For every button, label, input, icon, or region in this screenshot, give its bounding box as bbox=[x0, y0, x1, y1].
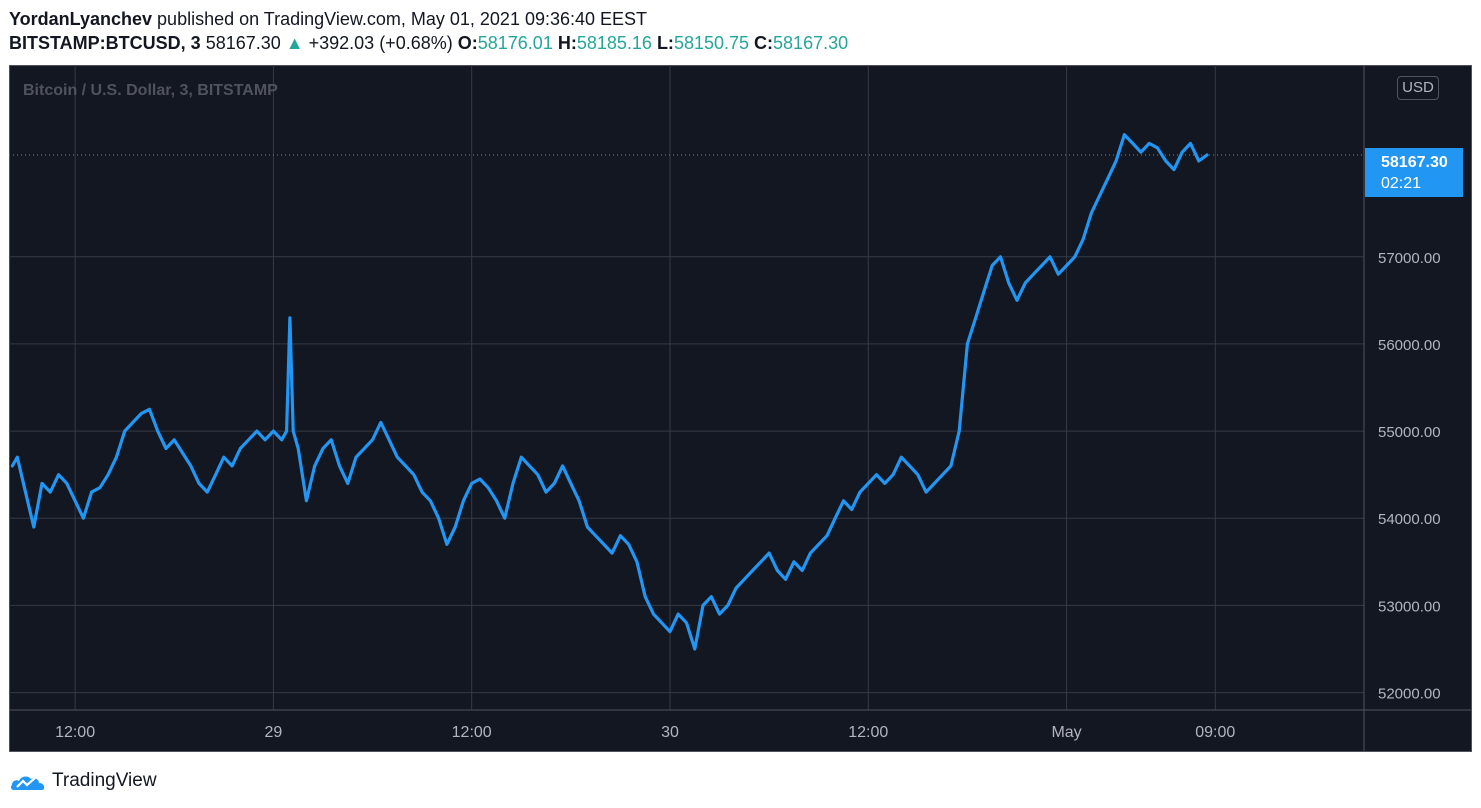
price-tag-value: 58167.30 bbox=[1381, 154, 1448, 171]
low-value: 58150.75 bbox=[673, 33, 750, 53]
publish-header: YordanLyanchev published on TradingView.… bbox=[9, 7, 647, 31]
price-chart[interactable]: Bitcoin / U.S. Dollar, 3, BITSTAMP 52000… bbox=[9, 65, 1472, 752]
y-tick-label: 54000.00 bbox=[1378, 511, 1441, 528]
close-label: C: bbox=[754, 33, 774, 53]
low-label: L: bbox=[656, 33, 674, 53]
x-tick-label: 12:00 bbox=[848, 724, 888, 741]
chart-panel[interactable] bbox=[9, 65, 1472, 752]
high-label: H: bbox=[557, 33, 577, 53]
y-tick-label: 53000.00 bbox=[1378, 598, 1441, 615]
footer-brand[interactable]: TradingView bbox=[52, 770, 157, 791]
grid-layer bbox=[9, 65, 1364, 710]
x-tick-label: 29 bbox=[264, 724, 282, 741]
chart-title: Bitcoin / U.S. Dollar, 3, BITSTAMP bbox=[23, 82, 278, 99]
author-name[interactable]: YordanLyanchev bbox=[9, 9, 153, 29]
symbol-label: BITSTAMP:BTCUSD, 3 bbox=[9, 33, 201, 53]
axis-layer: 52000.00 53000.00 54000.00 55000.00 56000.00… bbox=[9, 65, 1472, 752]
quote-line: BITSTAMP:BTCUSD, 3 58167.30 ▲ +392.03 (+… bbox=[9, 31, 848, 55]
published-text: published on TradingView.com, May 01, 20… bbox=[152, 9, 648, 29]
x-tick-label: 12:00 bbox=[452, 724, 492, 741]
footer: TradingView bbox=[10, 768, 157, 794]
y-tick-label: 55000.00 bbox=[1378, 424, 1441, 441]
tradingview-logo-icon[interactable] bbox=[10, 770, 46, 792]
x-tick-label: 12:00 bbox=[55, 724, 95, 741]
currency-badge[interactable]: USD bbox=[1397, 76, 1439, 100]
close-value: 58167.30 bbox=[773, 33, 849, 53]
series-layer bbox=[9, 133, 1364, 651]
high-value: 58185.16 bbox=[576, 33, 652, 53]
x-tick-label: May bbox=[1051, 724, 1081, 741]
price-change: +392.03 (+0.68%) bbox=[308, 33, 453, 53]
price-tag-countdown: 02:21 bbox=[1381, 175, 1422, 192]
open-label: O: bbox=[457, 33, 478, 53]
up-arrow-icon: ▲ bbox=[285, 33, 304, 53]
last-price: 58167.30 bbox=[205, 33, 281, 53]
open-value: 58176.01 bbox=[477, 33, 553, 53]
last-price-tag: 58167.30 02:21 bbox=[1365, 148, 1463, 197]
y-tick-label: 56000.00 bbox=[1378, 337, 1441, 354]
y-tick-label: 52000.00 bbox=[1378, 686, 1441, 703]
x-tick-label: 30 bbox=[661, 724, 679, 741]
y-tick-label: 57000.00 bbox=[1378, 250, 1441, 267]
price-line-series bbox=[10, 133, 1209, 651]
x-tick-label: 09:00 bbox=[1195, 724, 1235, 741]
